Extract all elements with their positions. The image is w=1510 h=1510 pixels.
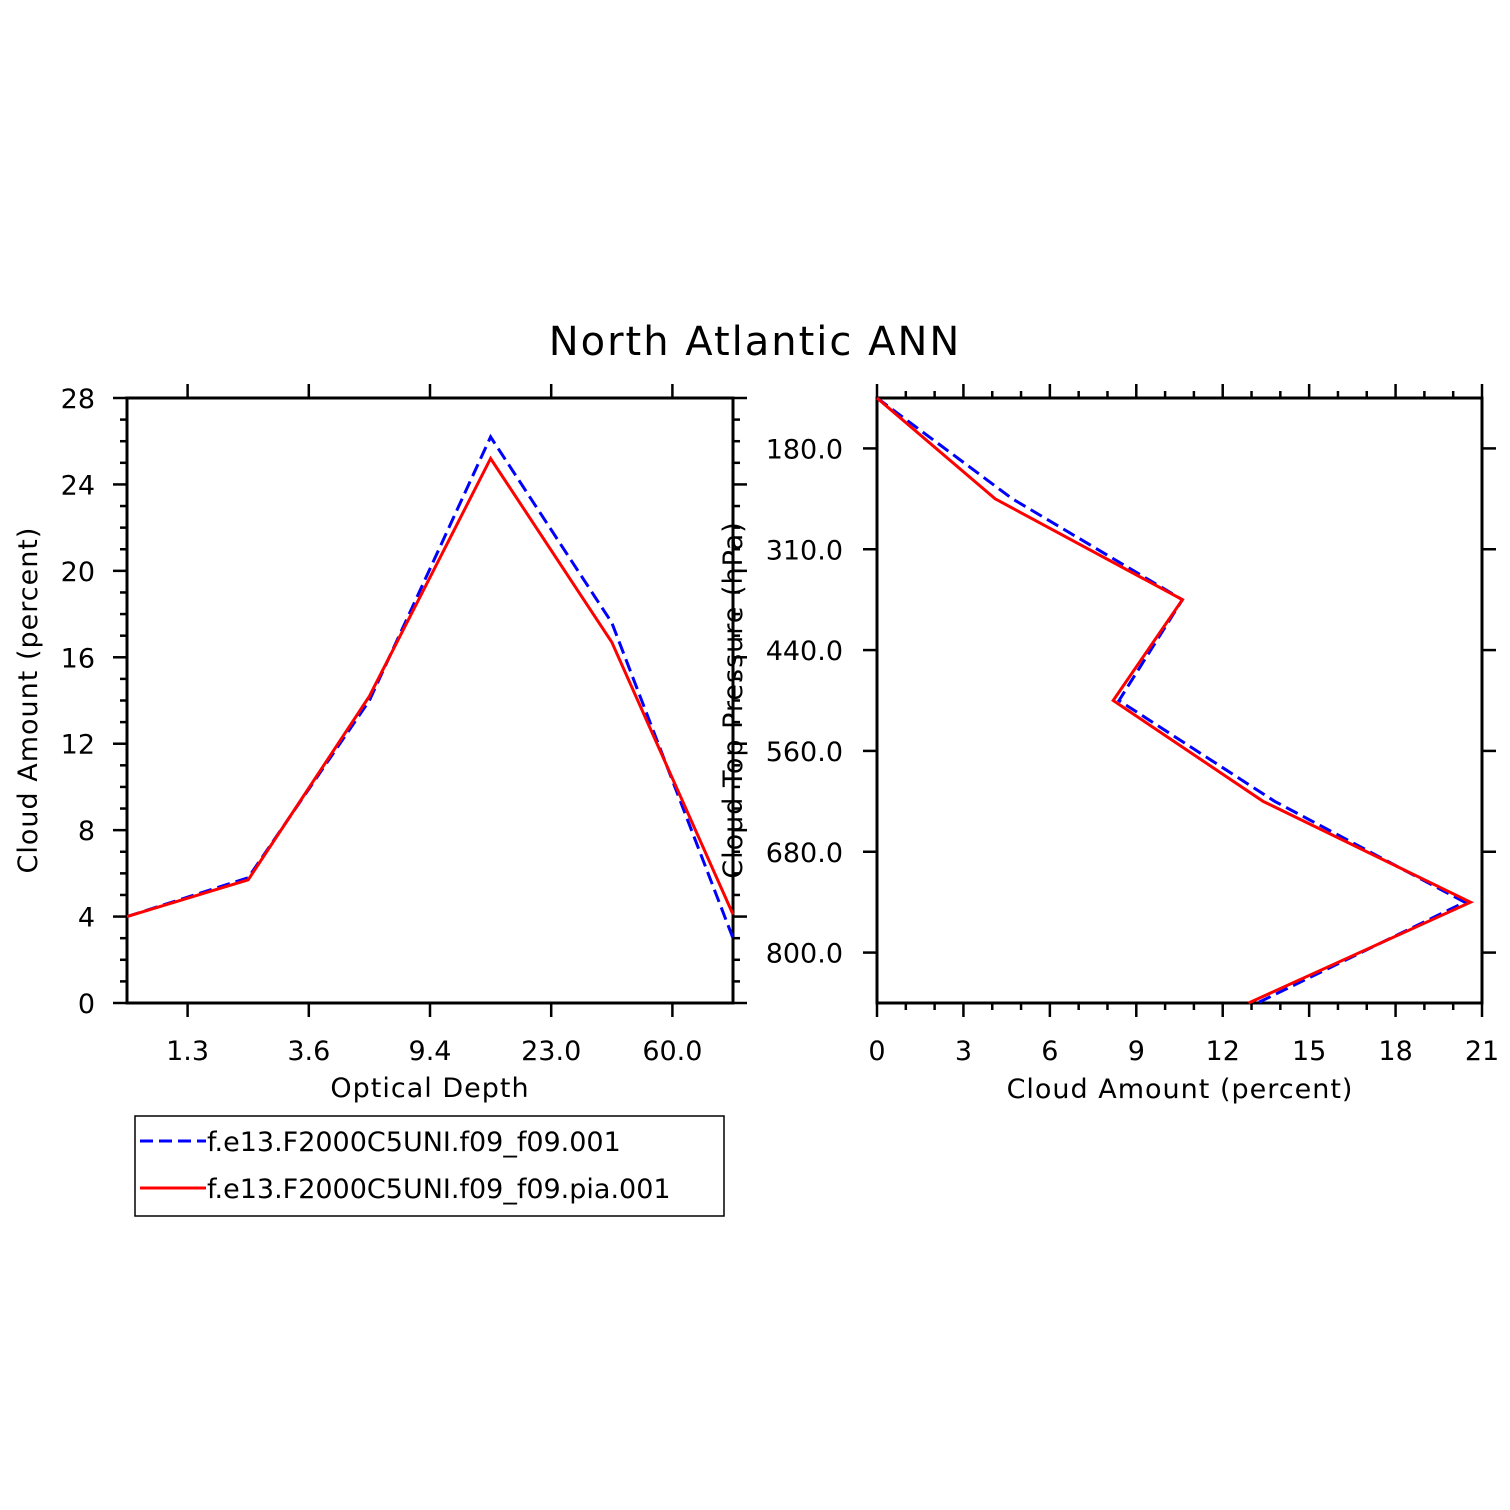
left-series-lines [126,433,735,939]
left-y-tick-label: 20 [61,557,95,588]
right-series-lines [876,396,1475,1005]
left-x-tick-label: 23.0 [521,1036,581,1067]
chart-title: North Atlantic ANN [549,319,962,365]
left-y-tick-label: 24 [61,470,95,501]
legend-label-pia: f.e13.F2000C5UNI.f09_f09.pia.001 [207,1174,671,1205]
left-x-axis-label: Optical Depth [330,1073,529,1104]
right-ticks [863,384,1496,1017]
cloud-top-pressure-panel: 0 3 6 9 12 15 18 21 180.0 310.0 440.0 560.0 680.0 800… [718,384,1499,1105]
right-x-tick-label: 9 [1128,1036,1145,1067]
right-x-tick-label: 15 [1292,1036,1326,1067]
legend: f.e13.F2000C5UNI.f09_f09.001 f.e13.F2000… [134,1115,725,1217]
right-y-axis-label: Cloud Top Pressure (hPa) [718,521,749,879]
right-y-tick-label: 560.0 [766,737,843,768]
left-ticks [113,384,747,1017]
left-x-tick-label: 9.4 [409,1036,452,1067]
left-y-tick-label: 28 [61,384,95,415]
right-tick-labels: 0 3 6 9 12 15 18 21 180.0 310.0 440.0 560.0 680.0 800… [766,434,1499,1067]
left-y-tick-label: 12 [61,730,95,761]
right-x-tick-label: 21 [1465,1036,1499,1067]
left-series-baseline-line [126,433,735,939]
right-y-tick-label: 310.0 [766,535,843,566]
right-x-axis-label: Cloud Amount (percent) [1007,1074,1354,1105]
right-plot-frame [875,396,1484,1005]
right-x-tick-label: 12 [1206,1036,1240,1067]
right-y-tick-label: 680.0 [766,838,843,869]
left-series-pia-line [126,455,735,919]
right-y-tick-label: 800.0 [766,939,843,970]
right-series-baseline-line [876,396,1469,1005]
left-y-tick-label: 8 [78,816,95,847]
left-y-tick-label: 0 [78,989,95,1020]
right-y-tick-label: 440.0 [766,636,843,667]
optical-depth-panel: 0 4 8 12 16 20 24 28 1.3 3.6 9.4 23.0 60.0 Optical D… [13,384,747,1104]
legend-label-baseline: f.e13.F2000C5UNI.f09_f09.001 [207,1127,621,1158]
legend-box [134,1115,725,1217]
left-x-tick-label: 1.3 [166,1036,209,1067]
right-y-tick-label: 180.0 [766,434,843,465]
left-y-tick-label: 16 [61,643,95,674]
left-tick-labels: 0 4 8 12 16 20 24 28 1.3 3.6 9.4 23.0 60.0 [61,384,703,1067]
right-series-pia-line [876,396,1475,1005]
left-x-tick-label: 60.0 [642,1036,702,1067]
right-x-tick-label: 0 [868,1036,885,1067]
right-x-tick-label: 6 [1041,1036,1058,1067]
left-y-axis-label: Cloud Amount (percent) [13,527,44,874]
left-y-tick-label: 4 [78,903,95,934]
left-x-tick-label: 3.6 [287,1036,330,1067]
right-x-tick-label: 18 [1378,1036,1412,1067]
right-x-tick-label: 3 [955,1036,972,1067]
